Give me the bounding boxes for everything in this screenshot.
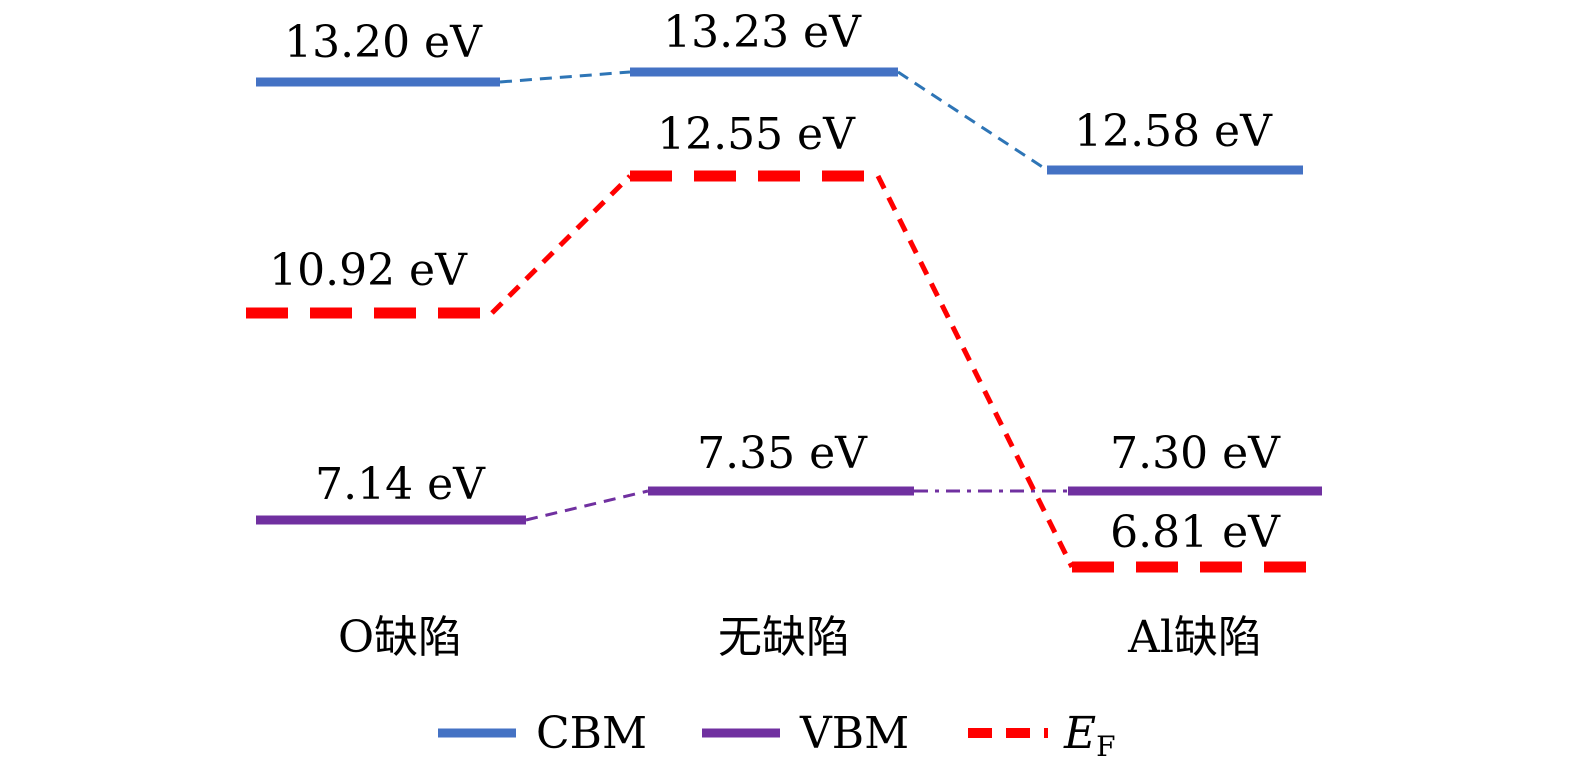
vbm-label-no-defect: 7.35 eV <box>697 428 868 479</box>
ef-label-o-defect: 10.92 eV <box>269 245 468 296</box>
vbm-label-al-defect: 7.30 eV <box>1110 428 1281 479</box>
legend-ef-label: EF <box>1063 708 1116 763</box>
vbm-connector-1 <box>525 489 649 522</box>
ef-connector-2 <box>875 174 1075 569</box>
legend-ef-subscript: F <box>1096 730 1115 763</box>
vbm-label-o-defect: 7.14 eV <box>315 459 486 510</box>
cbm-label-no-defect: 13.23 eV <box>663 7 862 58</box>
legend: CBM VBM EF <box>438 708 1116 763</box>
cbm-connector-2 <box>897 70 1048 172</box>
category-no-defect: 无缺陷 <box>718 612 850 663</box>
category-al-defect: Al缺陷 <box>1127 612 1262 663</box>
legend-cbm-label: CBM <box>536 708 647 759</box>
cbm-label-al-defect: 12.58 eV <box>1074 106 1273 157</box>
cbm-label-o-defect: 13.20 eV <box>284 17 483 68</box>
legend-vbm-label: VBM <box>799 708 909 759</box>
ef-label-no-defect: 12.55 eV <box>657 109 856 160</box>
legend-ef-main: E <box>1063 708 1096 759</box>
cbm-connector-1 <box>499 70 631 84</box>
ef-label-al-defect: 6.81 eV <box>1110 507 1281 558</box>
category-o-defect: O缺陷 <box>338 612 462 663</box>
ef-connector-1 <box>490 174 632 315</box>
